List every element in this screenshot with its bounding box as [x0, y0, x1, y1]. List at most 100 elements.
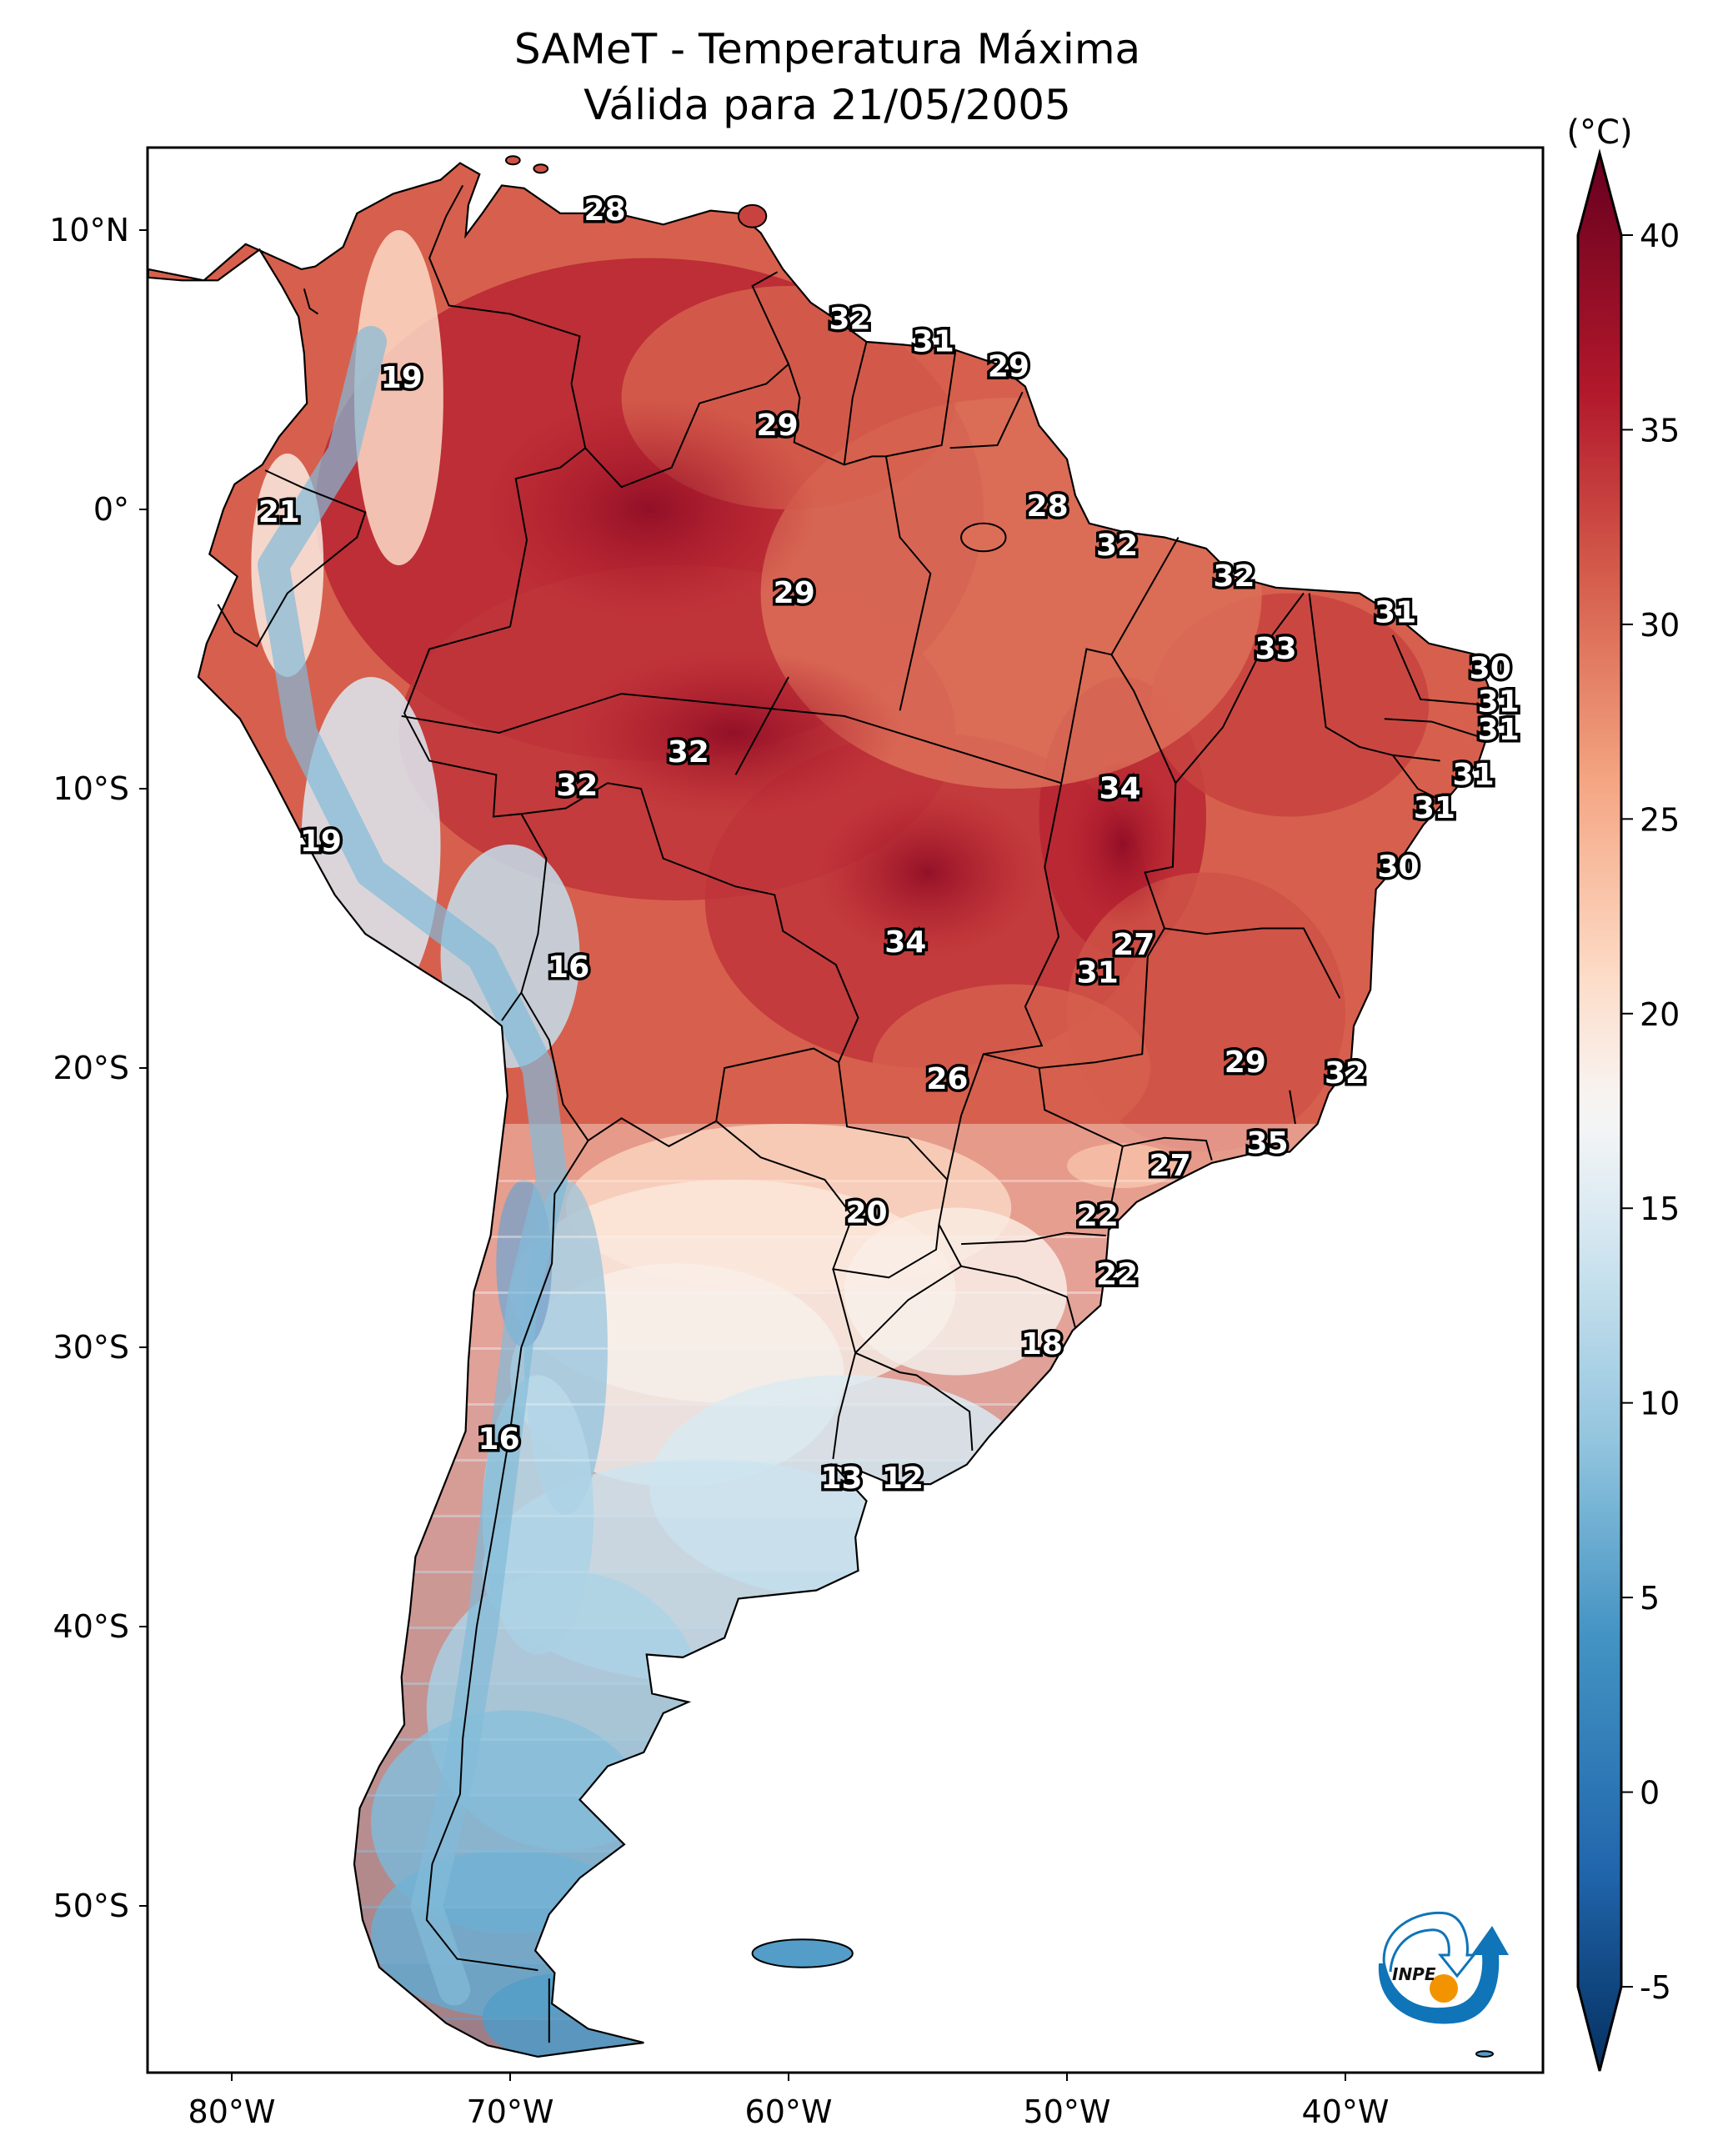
chart-title: SAMeT - Temperatura Máxima: [513, 25, 1141, 73]
temperature-value-label: 19: [300, 825, 342, 859]
temperature-value-label: 16: [548, 950, 589, 985]
y-tick-label: 40°S: [53, 1608, 129, 1645]
island: [751, 1938, 854, 1968]
x-tick-label: 50°W: [1024, 2093, 1111, 2130]
map-layer: 2819323129292829211932321632323133303131…: [148, 155, 1522, 2058]
x-tick-label: 60°W: [745, 2093, 833, 2130]
temperature-value-label: 32: [829, 303, 870, 337]
temperature-value-label: 31: [1478, 713, 1520, 747]
border-line: [1108, 1146, 1124, 1231]
temperature-band: [148, 1682, 1490, 1741]
border-line: [946, 783, 1063, 1181]
temperature-value-label: 21: [258, 495, 300, 529]
colorbar-gradient: [1576, 148, 1623, 2072]
island: [1475, 2050, 1495, 2058]
border-line: [832, 1268, 857, 1460]
temperature-value-label: 22: [1077, 1199, 1119, 1233]
temperature-value-label: 32: [1213, 559, 1255, 594]
temperature-value-label: 31: [913, 325, 954, 359]
border-line: [1164, 927, 1341, 999]
border-line: [401, 693, 1062, 785]
temperature-region: [353, 230, 443, 565]
temperature-band: [148, 2018, 1490, 2057]
longitude-axis: 80°W 70°W 60°W 50°W 40°W: [188, 2073, 1389, 2130]
border-line: [1391, 755, 1441, 801]
political-borders: [217, 184, 1485, 2043]
temperature-value-label: 27: [1150, 1149, 1191, 1183]
temperature-value-label: 19: [381, 361, 423, 395]
border-line: [1308, 593, 1440, 762]
hot-spot: [565, 649, 900, 817]
temperature-value-label: 30: [1470, 652, 1511, 686]
border-line: [520, 782, 859, 1147]
y-tick-label: 0°: [93, 491, 129, 528]
logo-swoosh-icon: [1378, 1926, 1509, 2024]
temperature-value-label: 31: [1077, 956, 1119, 990]
temperature-value-label: 26: [926, 1062, 968, 1096]
temperature-value-label: 30: [1377, 850, 1419, 884]
map-frame: [146, 146, 1545, 2074]
border-line: [715, 1062, 949, 1279]
temperature-band: [148, 1738, 1490, 1797]
y-tick-label: 50°S: [53, 1888, 129, 1924]
temperature-value-label: 29: [757, 409, 799, 443]
border-line: [1110, 537, 1180, 655]
temperature-band: [148, 1515, 1490, 1573]
temperature-region: [844, 1207, 1067, 1376]
y-tick-label: 10°S: [53, 770, 129, 807]
y-tick-label: 10°N: [49, 212, 129, 248]
y-tick-label: 20°S: [53, 1050, 129, 1086]
border-line: [1289, 1090, 1296, 1125]
border-line: [1384, 718, 1485, 740]
logo-text: INPE: [1392, 1964, 1436, 1984]
border-line: [983, 927, 1165, 1070]
colorbar-tick-label: 10: [1640, 1386, 1680, 1422]
border-line: [428, 184, 587, 627]
temperature-value-label: 31: [1414, 791, 1455, 825]
border-line: [1175, 592, 1305, 784]
y-tick-label: 30°S: [53, 1329, 129, 1366]
island: [504, 155, 521, 166]
temperature-value-label: 13: [820, 1462, 862, 1496]
temperature-value-label: 29: [774, 576, 815, 610]
border-line: [1391, 634, 1485, 706]
temperature-value-label: 34: [1099, 772, 1140, 806]
temperature-value-label: 31: [1375, 596, 1416, 630]
hot-spot: [816, 789, 1039, 956]
temperature-value-label: 16: [478, 1422, 520, 1457]
temperature-band: [148, 1291, 1490, 1350]
colorbar-tick-label: 30: [1640, 607, 1680, 644]
border-line: [403, 625, 548, 1021]
border-line: [303, 288, 319, 315]
border-line: [734, 676, 789, 775]
colorbar-ticks: 40 35 30 25 20 15 10 5 0 -5: [1621, 218, 1680, 2006]
border-line: [854, 1224, 963, 1354]
border-line: [884, 456, 932, 711]
border-line: [788, 364, 886, 466]
temperature-value-label: 29: [988, 350, 1029, 384]
latitude-axis: 10°N 0° 10°S 20°S 30°S 40°S 50°S: [49, 212, 148, 1924]
temperature-value-label: 31: [1453, 758, 1495, 792]
temperature-value-label: 31: [1478, 685, 1520, 720]
temperature-value-label: 35: [1246, 1126, 1288, 1161]
temperature-value-labels: 2819323129292829211932321632323133303131…: [255, 191, 1522, 1499]
temperature-value-label: 22: [1096, 1257, 1138, 1291]
temperature-band: [148, 1962, 1490, 2020]
temperature-band: [148, 1403, 1490, 1462]
colorbar-tick-label: -5: [1640, 1969, 1671, 2006]
colorbar-tick-label: 0: [1640, 1775, 1660, 1812]
colorbar-tick-label: 20: [1640, 996, 1680, 1033]
border-line: [854, 1351, 974, 1452]
temperature-value-label: 32: [1096, 529, 1138, 563]
colorbar-unit-label: (°C): [1566, 113, 1632, 152]
border-line: [217, 469, 367, 648]
andes-cold-ridge: [258, 326, 568, 2006]
island: [960, 522, 1007, 553]
x-tick-label: 70°W: [467, 2093, 554, 2130]
temperature-value-label: 28: [1027, 489, 1069, 524]
temperature-value-label: 32: [1325, 1056, 1366, 1091]
border-line: [425, 1140, 589, 1972]
logo-orbit-icon: [1382, 1911, 1477, 1978]
colorbar: 40 35 30 25 20 15 10 5 0 -5 (°C): [1566, 113, 1680, 2072]
